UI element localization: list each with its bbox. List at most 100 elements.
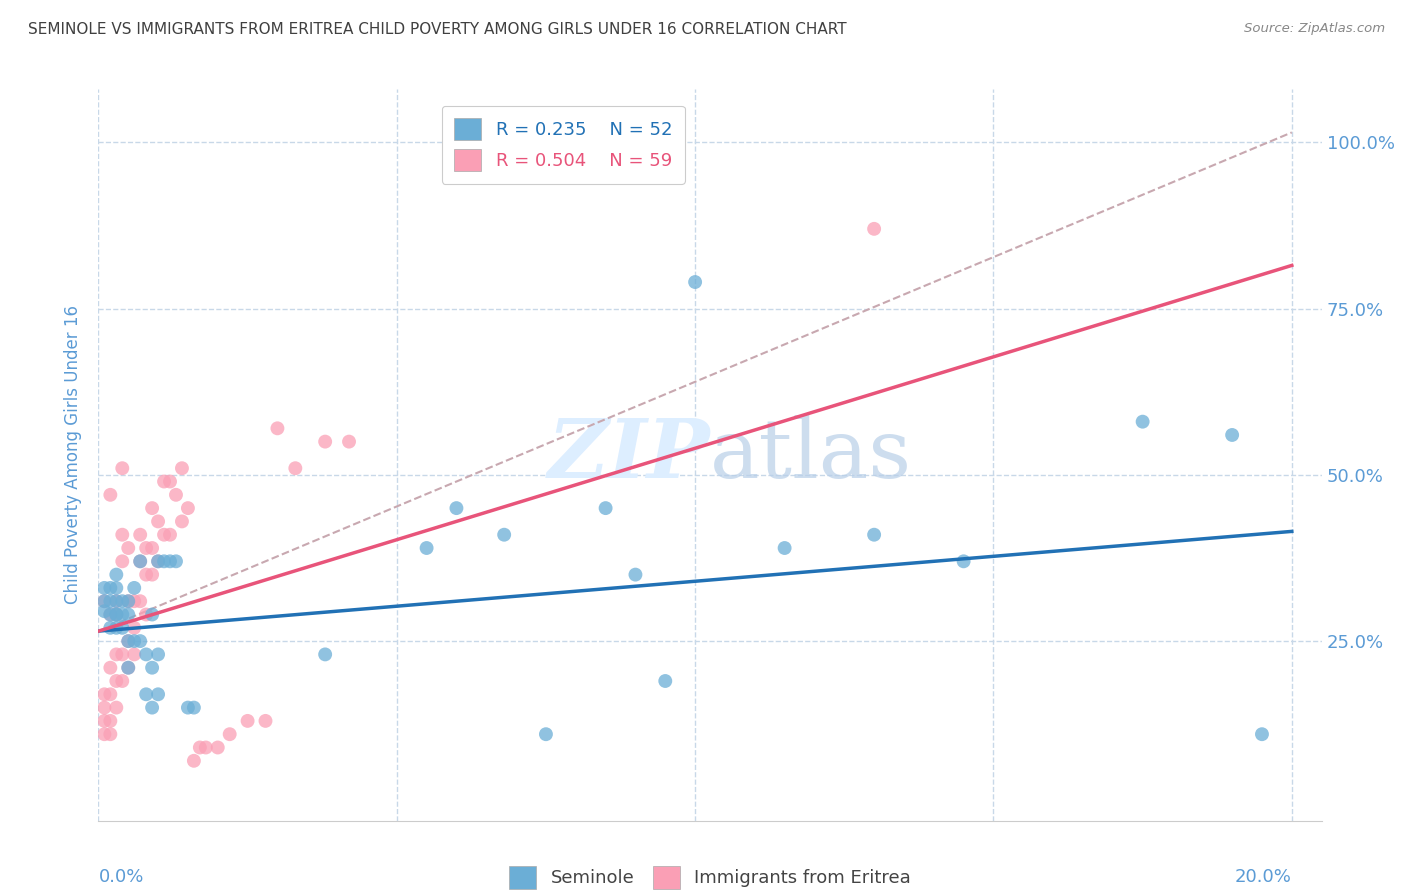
Point <box>98 621 121 635</box>
Point <box>183 754 205 768</box>
Point <box>105 607 128 622</box>
Point <box>595 501 617 516</box>
Point <box>105 581 128 595</box>
Point <box>122 594 145 608</box>
Point <box>141 541 163 555</box>
Point <box>773 541 796 555</box>
Point <box>93 727 115 741</box>
Point <box>111 607 134 622</box>
Point <box>177 700 200 714</box>
Point <box>218 727 240 741</box>
Point <box>129 554 152 568</box>
Point <box>105 700 128 714</box>
Point <box>98 687 121 701</box>
Point <box>117 634 139 648</box>
Text: Source: ZipAtlas.com: Source: ZipAtlas.com <box>1244 22 1385 36</box>
Point <box>105 607 128 622</box>
Point <box>135 567 157 582</box>
Point <box>93 700 115 714</box>
Point <box>141 661 163 675</box>
Text: atlas: atlas <box>710 415 912 495</box>
Point <box>153 475 176 489</box>
Point <box>165 488 187 502</box>
Point <box>159 527 181 541</box>
Point <box>117 594 139 608</box>
Point <box>93 594 115 608</box>
Text: ZIP: ZIP <box>547 415 710 495</box>
Point <box>314 648 336 662</box>
Point <box>122 621 145 635</box>
Point <box>117 541 139 555</box>
Point <box>1220 428 1243 442</box>
Point <box>122 634 145 648</box>
Point <box>284 461 307 475</box>
Point <box>207 740 229 755</box>
Point <box>117 661 139 675</box>
Point <box>93 714 115 728</box>
Point <box>105 621 128 635</box>
Point <box>863 527 886 541</box>
Point <box>98 607 121 622</box>
Point <box>141 607 163 622</box>
Point <box>146 687 169 701</box>
Point <box>337 434 360 449</box>
Point <box>188 740 211 755</box>
Point <box>111 673 134 688</box>
Point <box>159 554 181 568</box>
Point <box>446 501 468 516</box>
Point <box>415 541 437 555</box>
Y-axis label: Child Poverty Among Girls Under 16: Child Poverty Among Girls Under 16 <box>63 305 82 605</box>
Point <box>117 594 139 608</box>
Point <box>98 714 121 728</box>
Point <box>177 501 200 516</box>
Point <box>98 607 121 622</box>
Point <box>117 634 139 648</box>
Point <box>165 554 187 568</box>
Text: 20.0%: 20.0% <box>1234 868 1292 886</box>
Point <box>111 461 134 475</box>
Point <box>159 475 181 489</box>
Point <box>863 222 886 236</box>
Point <box>98 727 121 741</box>
Point <box>105 607 128 622</box>
Point <box>122 648 145 662</box>
Point <box>135 607 157 622</box>
Point <box>266 421 288 435</box>
Point <box>146 515 169 529</box>
Point <box>194 740 217 755</box>
Point <box>146 554 169 568</box>
Point <box>534 727 557 741</box>
Point <box>146 648 169 662</box>
Point <box>141 567 163 582</box>
Point <box>314 434 336 449</box>
Point <box>111 554 134 568</box>
Point <box>105 594 128 608</box>
Point <box>183 700 205 714</box>
Point <box>93 581 115 595</box>
Point <box>1251 727 1274 741</box>
Point <box>98 581 121 595</box>
Point <box>170 461 193 475</box>
Point <box>146 554 169 568</box>
Point <box>111 527 134 541</box>
Point <box>135 541 157 555</box>
Text: 0.0%: 0.0% <box>98 868 143 886</box>
Point <box>117 661 139 675</box>
Point <box>117 607 139 622</box>
Point <box>683 275 706 289</box>
Point <box>105 673 128 688</box>
Point <box>624 567 647 582</box>
Point <box>135 687 157 701</box>
Point <box>170 515 193 529</box>
Point <box>1132 415 1154 429</box>
Point <box>93 604 115 618</box>
Point <box>129 634 152 648</box>
Point <box>236 714 259 728</box>
Point <box>98 488 121 502</box>
Text: SEMINOLE VS IMMIGRANTS FROM ERITREA CHILD POVERTY AMONG GIRLS UNDER 16 CORRELATI: SEMINOLE VS IMMIGRANTS FROM ERITREA CHIL… <box>28 22 846 37</box>
Point <box>129 594 152 608</box>
Point <box>129 527 152 541</box>
Point <box>93 594 115 608</box>
Point <box>153 527 176 541</box>
Point <box>135 648 157 662</box>
